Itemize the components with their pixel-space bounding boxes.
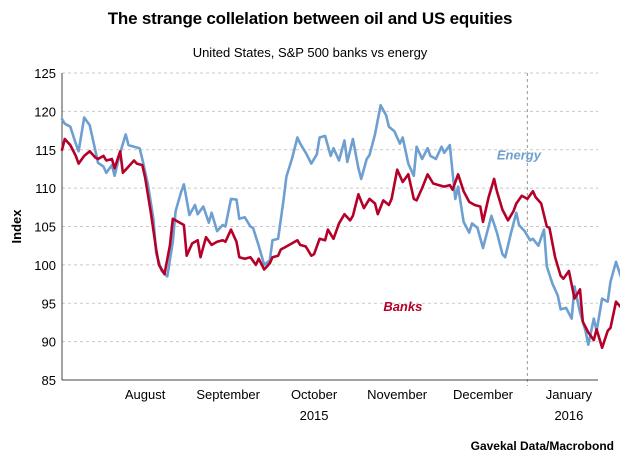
energy-series-label: Energy — [497, 148, 542, 163]
y-tick-label: 120 — [34, 104, 56, 119]
gridlines — [62, 72, 598, 386]
axes — [61, 73, 598, 381]
tick-labels: 85 90 95 100 105 110 115 120 125 August September O… — [9, 66, 593, 423]
y-tick-label: 125 — [34, 66, 56, 81]
x-tick-label: January — [546, 387, 593, 402]
y-tick-label: 105 — [34, 220, 56, 235]
y-tick-label: 95 — [42, 296, 56, 311]
x-year-label: 2015 — [300, 408, 329, 423]
banks-series-label: Banks — [383, 299, 422, 314]
chart-subtitle: United States, S&P 500 banks vs energy — [192, 45, 428, 60]
y-tick-label: 115 — [35, 143, 56, 158]
chart-title: The strange collelation between oil and … — [107, 9, 513, 28]
x-tick-label: November — [367, 387, 428, 402]
y-tick-label: 100 — [34, 258, 56, 273]
y-tick-label: 110 — [35, 181, 56, 196]
x-tick-label: August — [125, 387, 166, 402]
x-tick-label: December — [453, 387, 514, 402]
y-tick-label: 85 — [42, 373, 56, 388]
x-year-label: 2016 — [554, 408, 583, 423]
y-tick-label: 90 — [42, 335, 56, 350]
x-tick-label: October — [291, 387, 338, 402]
source-note: Gavekal Data/Macrobond — [470, 439, 614, 453]
y-axis-title: Index — [9, 209, 24, 244]
energy-series-line — [60, 103, 620, 347]
banks-series-line — [60, 137, 620, 350]
x-tick-label: September — [196, 387, 260, 402]
series-lines — [60, 103, 620, 350]
